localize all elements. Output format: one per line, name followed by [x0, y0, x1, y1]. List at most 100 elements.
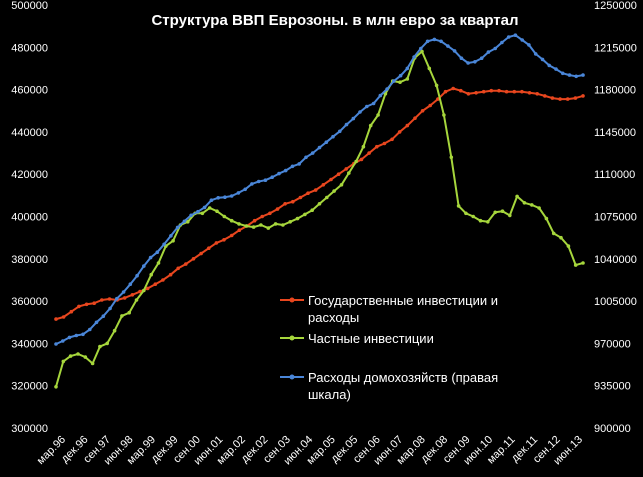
data-point — [115, 296, 119, 301]
data-point — [237, 222, 241, 226]
data-point — [266, 226, 271, 230]
data-point — [200, 211, 205, 216]
data-point — [466, 92, 471, 96]
data-point — [474, 91, 478, 95]
data-point — [168, 272, 173, 277]
data-point — [297, 162, 302, 166]
data-point — [486, 50, 491, 54]
data-point — [493, 46, 498, 51]
data-point — [216, 196, 220, 200]
data-point — [339, 183, 344, 187]
data-point — [338, 129, 342, 134]
left-tick-label: 320000 — [11, 381, 48, 393]
legend-label-households: Расходы домохозяйств (правая шкала) — [308, 370, 502, 402]
data-point — [432, 37, 437, 42]
data-point — [196, 209, 200, 214]
data-point — [581, 94, 585, 98]
data-point — [324, 140, 329, 144]
data-point — [184, 262, 188, 266]
data-point — [94, 320, 99, 325]
data-point — [351, 116, 356, 121]
data-point — [497, 88, 501, 93]
data-point — [149, 272, 153, 277]
data-point — [236, 191, 241, 195]
data-point — [479, 56, 484, 60]
right-tick-label: 1180000 — [594, 85, 636, 97]
data-point — [121, 290, 126, 294]
data-point — [169, 234, 173, 238]
data-point — [420, 49, 424, 54]
data-point — [329, 177, 333, 182]
right-tick-label: 1040000 — [594, 254, 637, 266]
data-point — [427, 66, 432, 71]
data-point — [500, 40, 504, 45]
data-point — [191, 257, 196, 261]
data-point — [382, 141, 387, 146]
data-point — [551, 231, 556, 236]
data-point — [336, 172, 341, 176]
data-point — [317, 202, 322, 206]
data-point — [321, 183, 326, 187]
data-point — [354, 159, 358, 164]
data-point — [222, 214, 227, 219]
data-point — [537, 206, 541, 210]
data-point — [376, 113, 380, 117]
data-point — [332, 189, 336, 193]
data-point — [368, 123, 373, 128]
series-1 — [54, 49, 585, 389]
data-point — [134, 298, 139, 302]
data-point — [506, 35, 511, 39]
data-point — [283, 168, 288, 173]
chart-title: Структура ВВП Еврозоны. в млн евро за кв… — [151, 12, 518, 29]
data-point — [443, 89, 448, 94]
data-point — [413, 116, 417, 120]
data-point — [439, 39, 443, 44]
data-point — [358, 110, 362, 114]
data-point — [544, 216, 549, 221]
data-point — [527, 43, 531, 47]
data-point — [171, 239, 175, 243]
data-point — [390, 137, 394, 142]
data-point — [375, 144, 379, 149]
data-point — [493, 210, 498, 215]
left-tick-label: 420000 — [11, 169, 48, 181]
data-point — [142, 264, 146, 268]
data-point — [446, 44, 450, 48]
data-point — [98, 344, 102, 349]
data-point — [263, 178, 268, 182]
left-tick-label: 300000 — [11, 423, 48, 435]
data-point — [419, 46, 423, 51]
data-point — [385, 87, 389, 91]
data-point — [229, 218, 234, 223]
data-point — [365, 104, 369, 109]
data-point — [489, 88, 494, 93]
data-point — [344, 122, 349, 127]
data-point — [76, 352, 80, 356]
data-point — [398, 80, 402, 84]
data-point — [229, 233, 234, 238]
data-point — [122, 296, 127, 300]
data-point — [504, 89, 509, 94]
data-point — [565, 97, 570, 101]
data-point — [573, 96, 578, 100]
data-point — [515, 194, 519, 199]
data-point — [202, 205, 207, 210]
data-point — [251, 225, 256, 229]
data-point — [61, 339, 65, 343]
data-point — [176, 266, 180, 271]
data-point — [88, 327, 92, 332]
data-point — [237, 228, 242, 232]
data-point — [260, 214, 265, 219]
data-point — [533, 52, 538, 56]
data-point — [466, 61, 470, 65]
data-point — [481, 89, 486, 94]
data-point — [520, 38, 524, 42]
left-tick-label: 380000 — [11, 254, 48, 266]
left-tick-label: 440000 — [11, 127, 48, 139]
data-point — [90, 361, 95, 366]
data-point — [145, 286, 150, 291]
data-point — [459, 56, 464, 60]
data-point — [303, 212, 307, 217]
data-point — [161, 278, 165, 282]
right-tick-label: 1110000 — [594, 169, 635, 181]
